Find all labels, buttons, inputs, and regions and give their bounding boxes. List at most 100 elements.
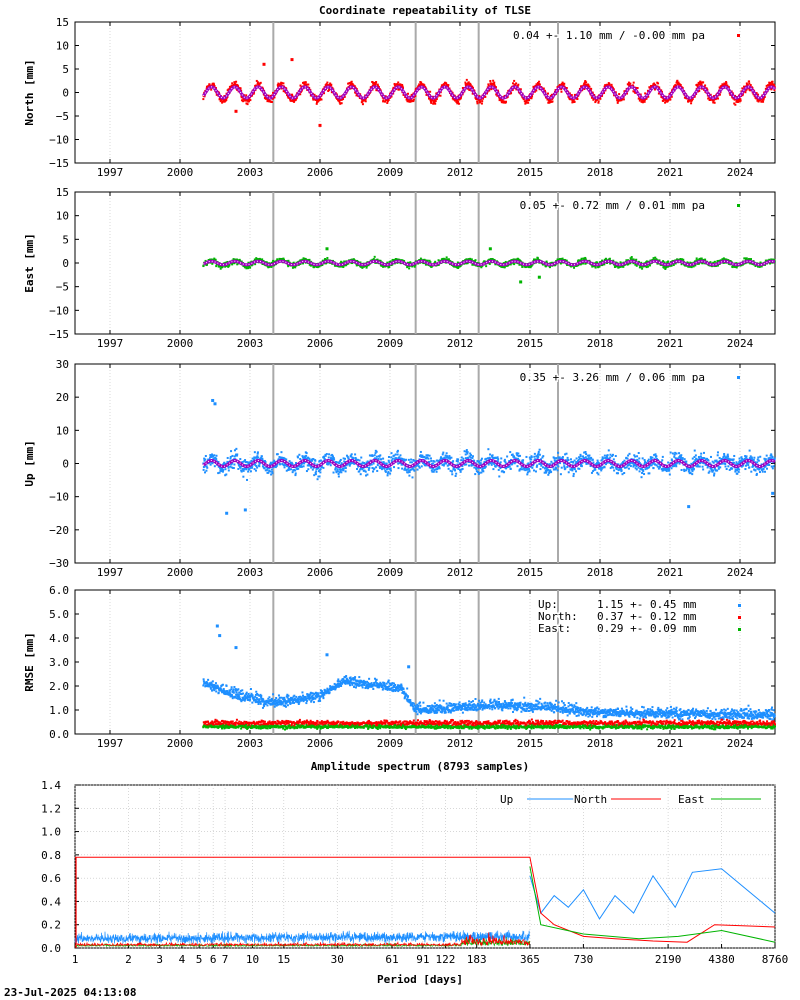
data-point	[249, 99, 252, 102]
data-point	[254, 263, 257, 266]
data-point	[612, 88, 615, 91]
data-point	[443, 83, 446, 86]
spectrum-xlabel: Period [days]	[377, 973, 463, 986]
data-point	[391, 258, 394, 261]
data-point	[316, 463, 319, 466]
data-point	[315, 102, 318, 105]
data-point	[318, 475, 321, 478]
data-point	[549, 94, 552, 97]
data-point	[284, 464, 287, 467]
data-point	[606, 83, 609, 86]
data-point	[351, 82, 354, 85]
x-tick-label: 2024	[727, 166, 754, 179]
data-point	[305, 470, 308, 473]
data-point	[370, 463, 373, 466]
data-point	[752, 260, 755, 263]
data-point	[351, 456, 354, 459]
data-point	[757, 265, 760, 268]
data-point	[364, 100, 367, 103]
data-point	[318, 99, 321, 102]
x-tick-label: 2018	[587, 166, 614, 179]
data-point	[313, 474, 316, 477]
data-point	[420, 81, 423, 84]
data-point	[501, 99, 504, 102]
data-point	[559, 257, 562, 260]
data-point	[282, 258, 285, 261]
data-point	[258, 465, 261, 468]
data-point	[203, 459, 206, 462]
data-point	[500, 99, 503, 102]
data-point	[491, 82, 494, 85]
data-point	[757, 93, 760, 96]
data-point	[307, 259, 310, 262]
data-point	[268, 469, 271, 472]
data-point	[361, 100, 364, 103]
data-point	[375, 450, 378, 453]
data-point	[488, 258, 491, 261]
data-point	[401, 85, 404, 88]
data-point	[614, 91, 617, 94]
data-point	[319, 459, 322, 462]
data-point	[749, 84, 752, 87]
data-point	[423, 258, 426, 261]
data-point	[639, 93, 642, 96]
data-point	[560, 83, 563, 86]
data-point	[312, 466, 315, 469]
data-point	[248, 468, 251, 471]
data-point	[356, 458, 359, 461]
data-point	[727, 259, 730, 262]
data-point	[214, 258, 217, 261]
data-point	[368, 464, 371, 467]
data-point	[516, 85, 519, 88]
data-point	[296, 468, 299, 471]
data-point	[527, 98, 530, 101]
data-point	[389, 472, 392, 475]
data-point	[319, 264, 322, 267]
data-point	[387, 471, 390, 474]
data-point	[296, 456, 299, 459]
data-point	[344, 470, 347, 473]
data-point	[410, 99, 413, 102]
data-point	[603, 263, 606, 266]
data-point	[244, 466, 247, 469]
data-point	[687, 100, 690, 103]
data-point	[412, 100, 415, 103]
data-point	[716, 264, 719, 267]
data-point	[393, 259, 396, 262]
data-point	[588, 85, 591, 88]
data-point	[213, 257, 216, 260]
data-point	[487, 84, 490, 87]
data-point	[769, 81, 772, 84]
data-point	[493, 84, 496, 87]
data-point	[627, 259, 630, 262]
data-point	[382, 461, 385, 464]
data-point	[324, 262, 327, 265]
data-point	[466, 87, 469, 90]
data-point	[224, 265, 227, 268]
data-point	[213, 85, 216, 88]
data-point	[313, 93, 316, 96]
data-point	[469, 83, 472, 86]
data-point	[712, 101, 715, 104]
data-point	[365, 265, 368, 268]
data-point	[240, 470, 243, 473]
y-tick-label: −5	[56, 110, 69, 123]
data-point	[696, 262, 699, 265]
data-point	[230, 466, 233, 469]
data-point	[740, 264, 743, 267]
data-point	[336, 470, 339, 473]
data-point	[533, 90, 536, 93]
data-point	[323, 458, 326, 461]
data-point	[291, 462, 294, 465]
x-tick-label: 2021	[657, 566, 684, 579]
data-point	[464, 81, 467, 84]
data-point	[229, 457, 232, 460]
data-point	[632, 81, 635, 84]
data-point	[287, 259, 290, 262]
data-point	[203, 457, 206, 460]
data-point	[246, 461, 249, 464]
data-point	[525, 101, 528, 104]
data-point	[340, 471, 343, 474]
data-point	[702, 81, 705, 84]
data-point	[696, 86, 699, 89]
